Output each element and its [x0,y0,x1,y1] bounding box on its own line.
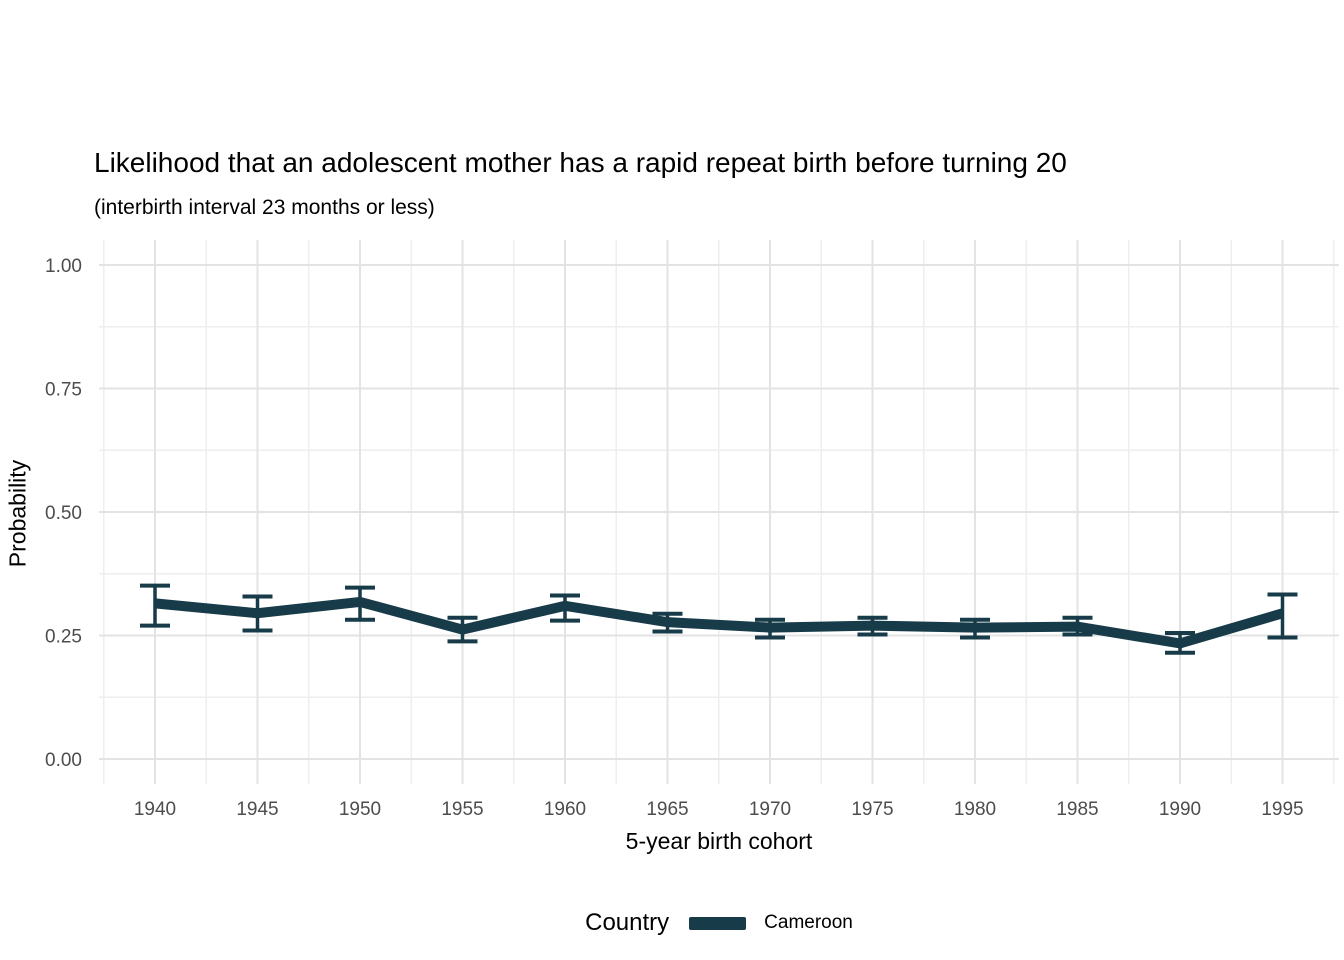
y-tick-label: 0.50 [45,503,82,524]
legend: Country Cameroon [99,905,1339,941]
x-tick-label: 1945 [236,799,278,820]
legend-key-line [689,916,747,930]
legend-title: Country [585,909,670,936]
x-tick-label: 1995 [1261,799,1303,820]
x-tick-label: 1990 [1159,799,1201,820]
y-tick-label: 1.00 [45,256,82,277]
x-tick-label: 1970 [749,799,791,820]
legend-entry-label: Cameroon [764,912,853,933]
x-tick-label: 1975 [851,799,893,820]
x-tick-label: 1980 [954,799,996,820]
series-line-cameroon [154,596,1284,649]
x-axis-title: 5-year birth cohort [625,828,813,854]
y-tick-label: 0.25 [45,627,82,648]
y-axis-title: Probability [4,459,31,568]
x-tick-label: 1955 [441,799,483,820]
y-tick-label: 0.75 [45,380,82,401]
x-tick-label: 1965 [646,799,688,820]
x-tick-label: 1950 [339,799,381,820]
x-tick-label: 1940 [134,799,176,820]
x-tick-label: 1985 [1056,799,1098,820]
chart-subtitle: (interbirth interval 23 months or less) [94,196,435,219]
x-tick-label: 1960 [544,799,586,820]
y-tick-label: 0.00 [45,750,82,771]
chart-title: Likelihood that an adolescent mother has… [94,147,1067,178]
